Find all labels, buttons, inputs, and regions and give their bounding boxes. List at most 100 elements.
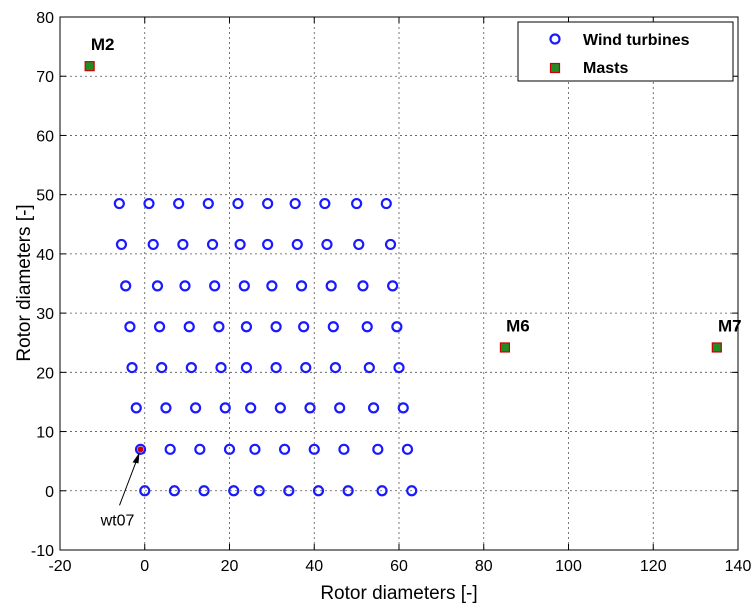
wind-turbine-point	[338, 443, 350, 455]
wind-turbine-point	[223, 443, 236, 455]
wind-turbine-point	[372, 443, 384, 455]
y-tick-label: 70	[36, 69, 54, 86]
wind-turbine-point	[351, 197, 363, 210]
wind-turbine-point	[262, 197, 274, 210]
wind-turbine-point	[120, 280, 132, 292]
wind-turbine-point	[198, 485, 210, 497]
axis-tick-labels: -20 0 20 40 60 80 100 120 140 -10 0 10 20 30 40 50 60 70 8…	[31, 10, 752, 575]
wind-turbine-point	[151, 280, 164, 292]
legend-masts-marker	[549, 62, 561, 74]
wind-turbine-point	[361, 321, 373, 333]
axis-ticks	[59, 16, 739, 551]
wind-turbine-point	[270, 361, 282, 374]
wind-turbine-point	[353, 238, 365, 251]
wind-turbine-point	[312, 485, 325, 497]
wind-turbine-point	[126, 361, 138, 374]
wind-turbine-point	[213, 321, 225, 333]
wind-turbine-point	[194, 443, 206, 455]
wind-turbine-point	[319, 197, 331, 210]
wind-turbine-point	[289, 197, 301, 210]
wind-turbine-point	[397, 402, 409, 414]
wind-turbine-point	[278, 443, 291, 455]
wind-turbine-point	[234, 238, 246, 251]
y-tick-label: 50	[36, 188, 54, 205]
grid	[60, 17, 738, 550]
wind-turbine-point	[240, 321, 253, 333]
y-tick-label: 80	[36, 10, 54, 27]
wind-turbine-point	[115, 238, 128, 251]
legend-wind-turbines-marker	[549, 33, 561, 45]
wind-turbine-point	[401, 443, 414, 455]
y-tick-label: 0	[45, 484, 54, 501]
wind-turbine-point	[160, 402, 172, 414]
wind-turbine-point	[329, 361, 342, 374]
wind-turbine-point	[179, 280, 191, 292]
wind-turbine-markers	[113, 197, 418, 497]
wind-turbine-point	[238, 280, 250, 292]
wind-turbine-point	[209, 280, 221, 292]
wind-turbine-point	[262, 238, 274, 251]
mast-point	[84, 61, 95, 72]
wind-turbine-point	[266, 280, 278, 292]
wind-turbine-point	[393, 361, 405, 374]
y-tick-label: 30	[36, 306, 54, 323]
wind-turbine-point	[143, 197, 155, 210]
wind-turbine-point	[177, 238, 189, 251]
wind-turbine-point	[321, 238, 333, 251]
y-axis-label: Rotor diameters [-]	[14, 204, 35, 361]
wind-turbine-point	[325, 280, 337, 292]
wind-turbine-point	[334, 402, 346, 414]
wind-turbine-point	[240, 361, 253, 374]
wind-turbine-point	[168, 485, 181, 497]
mast-label: M7	[718, 316, 742, 335]
wind-turbine-point	[228, 485, 240, 497]
wind-turbine-point	[291, 238, 303, 251]
wind-turbine-point	[342, 485, 354, 497]
wind-turbine-point	[219, 402, 231, 414]
wind-turbine-point	[124, 321, 136, 333]
wind-turbine-point	[376, 485, 388, 497]
wind-turbine-point	[300, 361, 312, 374]
wind-turbine-point	[130, 402, 142, 414]
mast-point	[499, 342, 511, 353]
wind-turbine-point	[183, 321, 195, 333]
wind-turbine-point	[304, 402, 316, 414]
wind-turbine-point	[406, 485, 418, 497]
wind-turbine-point	[245, 402, 257, 414]
y-tick-label: 10	[36, 425, 54, 442]
wind-turbine-point	[113, 197, 125, 210]
annotation-highlight-point	[137, 446, 144, 453]
mast-label: M6	[506, 316, 530, 335]
wind-turbine-point	[308, 443, 320, 455]
x-tick-label: 40	[305, 558, 323, 575]
y-tick-label: 60	[36, 128, 54, 145]
wind-turbine-point	[147, 238, 159, 251]
wind-turbine-point	[253, 485, 265, 497]
x-axis-label: Rotor diameters [-]	[320, 583, 477, 604]
y-tick-label: 40	[36, 247, 54, 264]
wind-turbine-point	[153, 321, 166, 333]
legend: Wind turbines Masts	[517, 21, 734, 82]
wind-turbine-point	[134, 443, 147, 455]
annotations: wt07	[100, 446, 144, 529]
annotation-arrow-line	[119, 455, 139, 506]
x-tick-label: 100	[555, 558, 582, 575]
wind-turbine-point	[232, 197, 244, 210]
mast-markers: M2 M6 M7	[84, 35, 742, 353]
x-tick-label: 0	[140, 558, 149, 575]
x-tick-label: -20	[48, 558, 71, 575]
wind-turbine-point	[384, 238, 397, 251]
wind-turbine-point	[249, 443, 261, 455]
wind-turbine-point	[327, 321, 339, 333]
legend-masts-label: Masts	[583, 60, 628, 77]
x-tick-label: 120	[640, 558, 667, 575]
wind-turbine-point	[274, 402, 286, 414]
wind-turbine-point	[391, 321, 403, 333]
mast-point	[711, 342, 722, 353]
annotation-arrow-head	[132, 452, 140, 464]
wind-turbine-point	[380, 197, 392, 210]
wind-turbine-point	[206, 238, 219, 251]
wind-turbine-point	[185, 361, 197, 374]
wind-turbine-point	[139, 485, 151, 497]
wind-turbine-point	[173, 197, 185, 210]
